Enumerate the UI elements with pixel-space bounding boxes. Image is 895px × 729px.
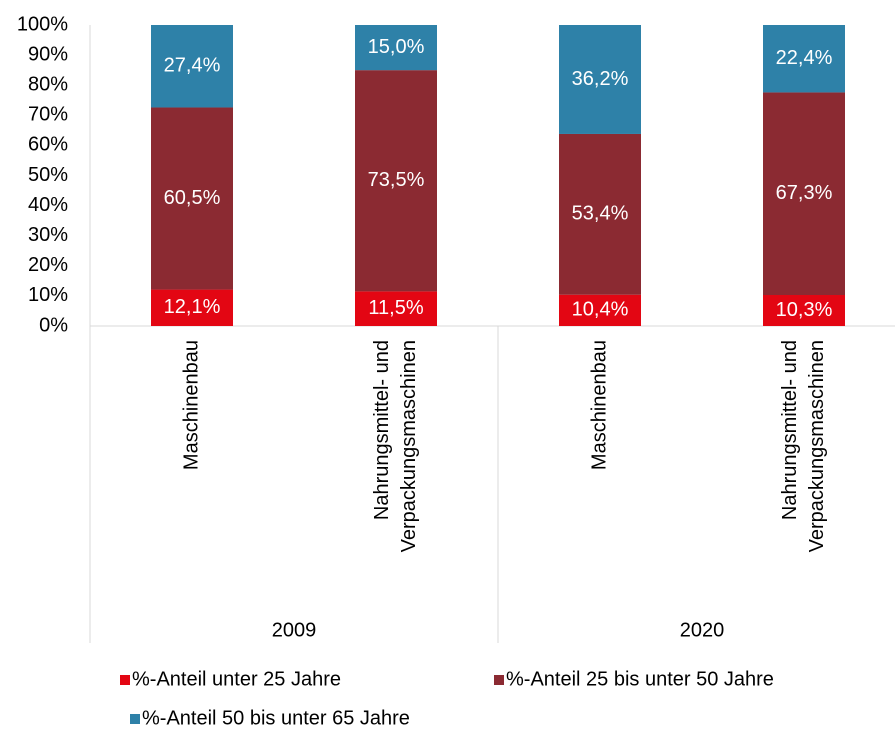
y-tick-label: 40%	[28, 194, 68, 216]
legend-swatch	[130, 714, 140, 724]
bar-segment	[763, 294, 845, 326]
y-tick-label: 60%	[28, 134, 68, 156]
bar-segment	[763, 25, 845, 93]
data-label: 27,4%	[164, 55, 221, 77]
y-tick-label: 30%	[28, 224, 68, 246]
legend-label: %-Anteil 25 bis unter 50 Jahre	[506, 668, 774, 690]
y-tick-label: 50%	[28, 164, 68, 186]
y-tick-label: 0%	[39, 314, 68, 336]
y-tick-label: 20%	[28, 254, 68, 276]
group-label: 2020	[680, 619, 725, 641]
x-tick-label: Verpackungsmaschinen	[398, 340, 420, 552]
data-label: 22,4%	[776, 47, 833, 69]
x-tick-label: Nahrungsmittel- und	[779, 340, 801, 520]
data-label: 73,5%	[368, 169, 425, 191]
bar-segment	[151, 289, 233, 326]
bar-segment	[151, 107, 233, 290]
legend-swatch	[494, 675, 504, 685]
bar-segment	[355, 70, 437, 292]
data-label: 36,2%	[572, 68, 629, 90]
data-label: 53,4%	[572, 203, 629, 225]
bar-segment	[355, 25, 437, 71]
data-label: 11,5%	[368, 297, 423, 319]
data-label: 60,5%	[164, 187, 221, 209]
bar-segment	[763, 92, 845, 295]
bar-segment	[559, 294, 641, 326]
data-label: 10,4%	[572, 299, 629, 321]
data-label: 15,0%	[368, 36, 425, 58]
bar-segment	[559, 25, 641, 134]
legend-label: %-Anteil 50 bis unter 65 Jahre	[142, 707, 410, 729]
bar-segment	[151, 25, 233, 108]
legend-swatch	[120, 675, 130, 685]
x-tick-label: Nahrungsmittel- und	[371, 340, 393, 520]
y-tick-label: 70%	[28, 104, 68, 126]
bar-segment	[355, 291, 437, 326]
legend-label: %-Anteil unter 25 Jahre	[132, 668, 341, 690]
y-tick-label: 80%	[28, 73, 68, 95]
y-tick-label: 90%	[28, 43, 68, 65]
x-tick-label: Verpackungsmaschinen	[806, 340, 828, 552]
x-tick-label: Maschinenbau	[588, 340, 610, 470]
y-tick-label: 100%	[17, 13, 68, 35]
data-label: 12,1%	[164, 296, 221, 318]
group-label: 2009	[272, 619, 317, 641]
bar-segment	[559, 133, 641, 295]
x-tick-label: Maschinenbau	[180, 340, 202, 470]
data-label: 67,3%	[776, 182, 833, 204]
y-tick-label: 10%	[28, 284, 68, 306]
data-label: 10,3%	[776, 299, 833, 321]
